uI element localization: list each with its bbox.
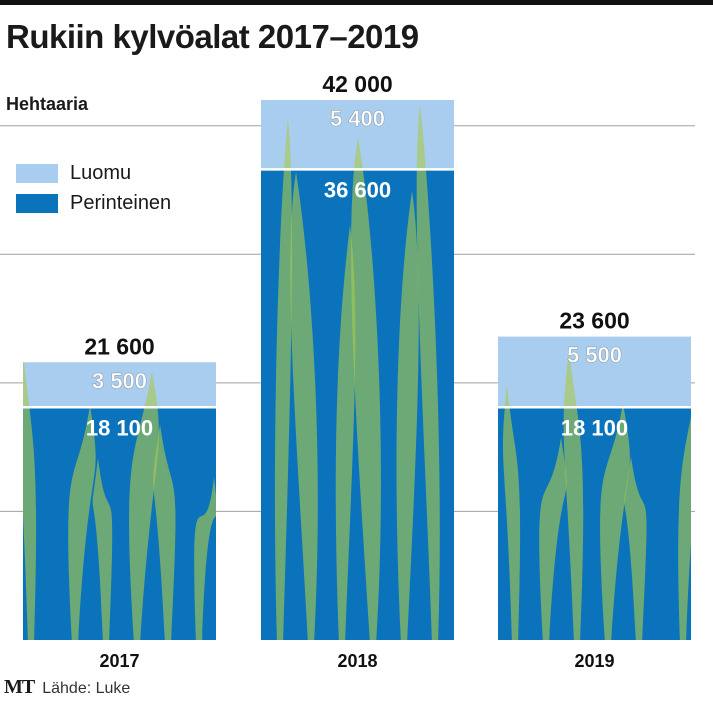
grain-blade: [502, 384, 521, 640]
bar-perinteinen-2017: [23, 407, 216, 640]
bar-perinteinen-2019: [498, 407, 691, 640]
grain-blade: [129, 371, 159, 640]
grain-blade: [290, 172, 318, 640]
grain-blade: [416, 104, 440, 640]
x-tick-label-2019: 2019: [574, 651, 614, 671]
label-perinteinen-2019: 18 100: [561, 415, 628, 440]
x-tick-label-2017: 2017: [99, 651, 139, 671]
legend-item-perinteinen: Perinteinen: [16, 188, 171, 218]
bars: [23, 100, 691, 640]
grain-blade: [68, 405, 96, 640]
grain-blade: [396, 191, 419, 640]
grain-blade: [92, 458, 113, 640]
legend-swatch-perinteinen: [16, 193, 58, 213]
legend-item-luomu: Luomu: [16, 158, 171, 188]
y-axis-unit-label: Hehtaaria: [6, 94, 89, 114]
grain-blade: [600, 403, 630, 640]
grain-blade: [351, 138, 381, 640]
grain-blade: [678, 416, 691, 640]
chart-title: Rukiin kylvöalat 2017–2019: [6, 18, 419, 55]
grain-blade: [335, 225, 356, 640]
bar-group-2018: [261, 100, 454, 640]
total-label-2018: 42 000: [322, 71, 392, 97]
legend-label-perinteinen: Perinteinen: [70, 191, 172, 214]
bar-luomu-2019: [498, 336, 691, 408]
label-luomu-2019: 5 500: [567, 343, 622, 368]
grain-decoration-2018: [274, 104, 440, 640]
label-perinteinen-2018: 36 600: [324, 177, 391, 202]
footer: MT Lähde: Luke: [4, 676, 130, 699]
bar-luomu-2017: [23, 362, 216, 408]
bar-group-2017: [23, 362, 216, 640]
grain-blade: [274, 119, 293, 640]
grain-blade: [539, 437, 567, 640]
grain-decoration-2019: [502, 350, 691, 640]
label-luomu-2017: 3 500: [92, 368, 147, 393]
mt-logo: MT: [4, 676, 35, 698]
grain-blade: [23, 362, 37, 640]
label-luomu-2018: 5 400: [330, 106, 385, 131]
grain-blade: [563, 350, 584, 640]
grain-decoration-2017: [23, 362, 216, 640]
x-tick-label-2018: 2018: [337, 651, 377, 671]
top-rule: [0, 0, 713, 5]
total-label-2017: 21 600: [84, 333, 154, 359]
bar-group-2019: [498, 336, 691, 640]
total-label-2019: 23 600: [559, 308, 629, 334]
legend-swatch-luomu: [16, 163, 58, 183]
grain-blade: [624, 456, 647, 640]
grain-blade: [153, 424, 176, 640]
legend: Luomu Perinteinen: [16, 158, 171, 218]
label-perinteinen-2017: 18 100: [86, 415, 153, 440]
value-labels: 21 600 3 500 18 100 2017 42 000 5 400 36 600 20…: [84, 71, 629, 671]
source-note: Lähde: Luke: [42, 680, 131, 697]
grain-blade: [194, 477, 216, 640]
legend-label-luomu: Luomu: [70, 161, 132, 184]
